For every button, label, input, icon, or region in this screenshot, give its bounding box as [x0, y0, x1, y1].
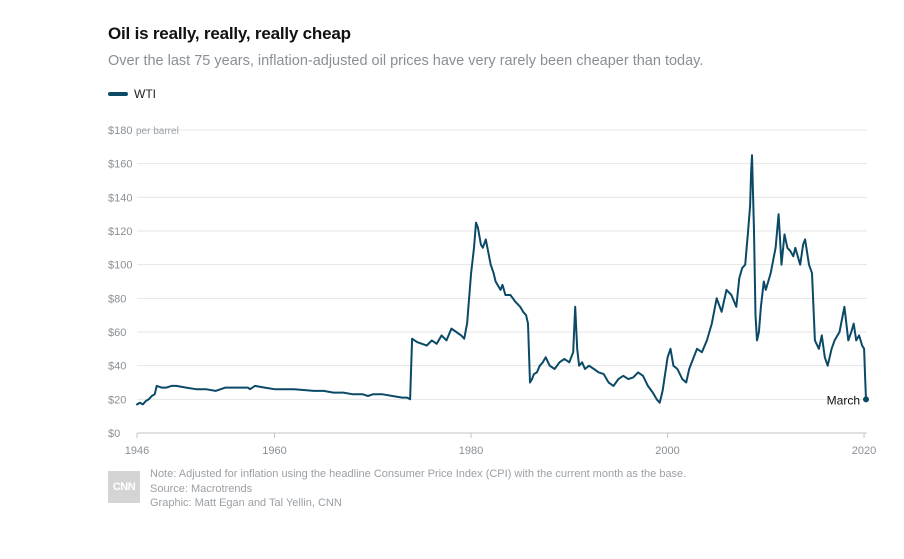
- footer-note: Note: Adjusted for inflation using the h…: [150, 468, 687, 480]
- chart-title: Oil is really, really, really cheap: [108, 24, 351, 43]
- y-tick-label: $80: [108, 293, 126, 305]
- footer-credit: Graphic: Matt Egan and Tal Yellin, CNN: [150, 497, 342, 509]
- x-tick-label: 2000: [655, 445, 679, 457]
- footer-notes: Note: Adjusted for inflation using the h…: [150, 467, 686, 511]
- annotation-group: March: [827, 393, 870, 407]
- annotation-point-march: [863, 396, 870, 403]
- y-unit-label: per barrel: [136, 126, 179, 137]
- y-tick-label: $180: [108, 125, 132, 137]
- chart-subtitle: Over the last 75 years, inflation-adjust…: [108, 53, 704, 69]
- x-tick-label: 1980: [459, 445, 483, 457]
- y-tick-label: $120: [108, 226, 132, 238]
- series-line-wti: [136, 154, 867, 406]
- footer: CNN Note: Adjusted for inflation using t…: [108, 467, 686, 511]
- y-axis: $0 $20 $40 $60 $80 $100 $120 $140 $160 $180 per ba…: [108, 125, 179, 440]
- y-tick-label: $60: [108, 327, 126, 339]
- legend: WTI: [108, 87, 156, 101]
- x-tick-label: 2020: [852, 445, 876, 457]
- y-tick-label: $20: [108, 394, 126, 406]
- annotation-label-march: March: [827, 393, 860, 407]
- y-tick-label: $0: [108, 428, 120, 440]
- footer-source: Source: Macrotrends: [150, 482, 253, 495]
- y-tick-label: $40: [108, 361, 126, 373]
- y-tick-label: $160: [108, 159, 132, 171]
- x-tick-label: 1960: [262, 445, 286, 457]
- legend-swatch-wti: [108, 92, 128, 96]
- y-tick-label: $140: [108, 192, 132, 204]
- line-chart: $0 $20 $40 $60 $80 $100 $120 $140 $160 $180 per ba…: [108, 125, 876, 457]
- legend-label-wti: WTI: [134, 87, 156, 101]
- y-tick-label: $100: [108, 260, 132, 272]
- x-tick-label: 1946: [125, 445, 149, 457]
- series-group: [136, 154, 867, 406]
- x-axis: 1946 1960 1980 2000 2020: [125, 433, 876, 457]
- cnn-logo: CNN: [108, 471, 140, 503]
